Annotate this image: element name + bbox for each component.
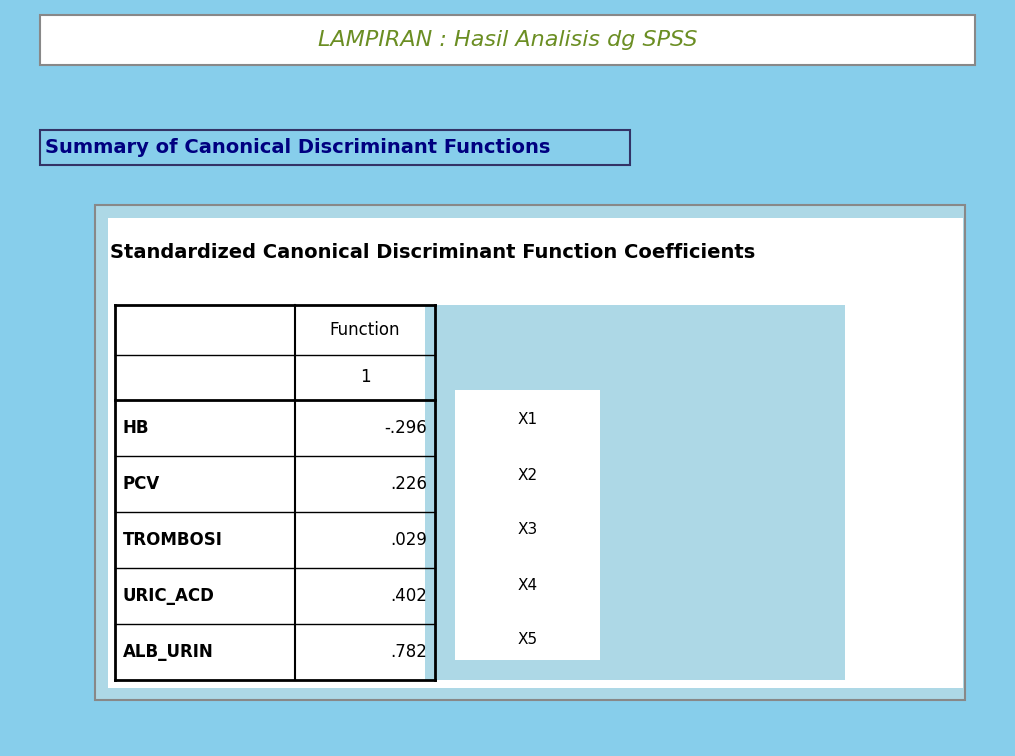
Text: -.296: -.296 [385, 419, 427, 437]
Text: X3: X3 [518, 522, 538, 538]
Bar [425, 305, 845, 680]
Text: Function: Function [330, 321, 400, 339]
Text: Standardized Canonical Discriminant Function Coefficients: Standardized Canonical Discriminant Func… [110, 243, 755, 262]
Bar [95, 205, 965, 700]
Bar [108, 218, 963, 688]
Text: TROMBOSI: TROMBOSI [123, 531, 223, 549]
Text: X1: X1 [518, 413, 538, 427]
Text: X4: X4 [518, 578, 538, 593]
Text: ALB_URIN: ALB_URIN [123, 643, 214, 661]
Bar [40, 15, 975, 65]
Text: .782: .782 [390, 643, 427, 661]
Text: .402: .402 [390, 587, 427, 605]
Text: PCV: PCV [123, 475, 160, 493]
Bar [40, 130, 630, 165]
Bar [455, 390, 600, 660]
Text: Summary of Canonical Discriminant Functions: Summary of Canonical Discriminant Functi… [45, 138, 550, 157]
Text: X2: X2 [518, 467, 538, 482]
Text: HB: HB [123, 419, 149, 437]
Text: .226: .226 [390, 475, 427, 493]
Text: URIC_ACD: URIC_ACD [123, 587, 215, 605]
Text: 1: 1 [359, 368, 370, 386]
Text: LAMPIRAN : Hasil Analisis dg SPSS: LAMPIRAN : Hasil Analisis dg SPSS [318, 30, 697, 50]
Text: X5: X5 [518, 633, 538, 647]
Text: .029: .029 [390, 531, 427, 549]
